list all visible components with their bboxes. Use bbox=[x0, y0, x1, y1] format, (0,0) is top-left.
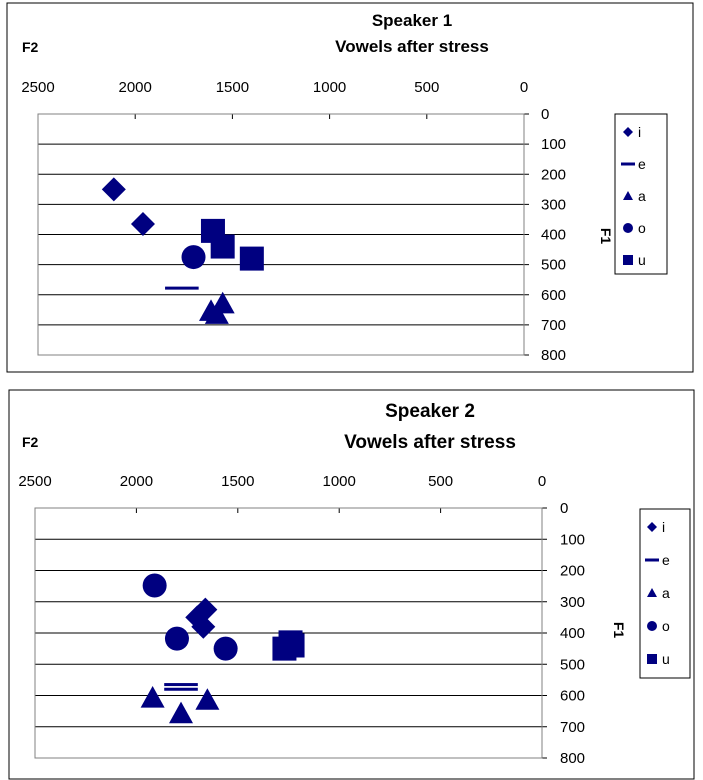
legend-marker-e bbox=[621, 162, 635, 166]
legend-marker-a bbox=[647, 588, 657, 597]
point-i bbox=[130, 211, 155, 236]
x-tick-label: 0 bbox=[538, 473, 546, 490]
chart-subtitle: Vowels after stress bbox=[344, 432, 516, 453]
legend-label-a: a bbox=[662, 585, 670, 601]
data-points bbox=[140, 573, 305, 724]
y-tick-label: 100 bbox=[560, 531, 585, 548]
legend-marker-o bbox=[647, 621, 657, 631]
x-tick-label: 2000 bbox=[120, 473, 153, 490]
y-tick-label: 400 bbox=[541, 227, 566, 244]
y-tick-label: 700 bbox=[560, 719, 585, 736]
x-tick-label: 500 bbox=[414, 79, 439, 96]
x-tick-labels: 2500 2000 1500 1000 500 0 bbox=[21, 79, 528, 96]
y-tick-label: 200 bbox=[541, 166, 566, 183]
x-tick-label: 1000 bbox=[313, 79, 346, 96]
point-a bbox=[204, 302, 229, 324]
y-tick-label: 200 bbox=[560, 563, 585, 580]
y-tick-label: 500 bbox=[560, 656, 585, 673]
point-o bbox=[181, 245, 206, 270]
legend-marker-o bbox=[623, 223, 633, 233]
point-e bbox=[165, 286, 199, 290]
chart-title: Speaker 1 bbox=[372, 11, 452, 30]
y-tick-label: 800 bbox=[541, 347, 566, 364]
x-tick-label: 2500 bbox=[18, 473, 51, 490]
x-tick-label: 1500 bbox=[216, 79, 249, 96]
point-i bbox=[101, 177, 126, 202]
point-o bbox=[164, 626, 189, 651]
point-e bbox=[164, 683, 198, 687]
legend-marker-i bbox=[623, 127, 633, 137]
svg-text:F1: F1 bbox=[598, 228, 614, 245]
point-i bbox=[191, 614, 216, 639]
point-a bbox=[140, 686, 165, 708]
legend-label-e: e bbox=[662, 552, 670, 568]
point-u bbox=[210, 234, 235, 259]
legend-marker-u bbox=[647, 654, 657, 664]
x-tick-labels: 2500 2000 1500 1000 500 0 bbox=[18, 473, 546, 490]
point-e bbox=[164, 687, 198, 691]
x-tick-label: 2000 bbox=[119, 79, 152, 96]
y-tick-label: 600 bbox=[560, 688, 585, 705]
y-tick-label: 300 bbox=[541, 196, 566, 213]
y-tick-label: 400 bbox=[560, 625, 585, 642]
legend-label-u: u bbox=[638, 252, 646, 268]
plot-area bbox=[34, 507, 543, 759]
x-axis-label: F2 bbox=[22, 434, 39, 450]
y-tick-label: 0 bbox=[541, 106, 549, 123]
x-axis-label: F2 bbox=[22, 39, 39, 55]
y-tick-label: 600 bbox=[541, 287, 566, 304]
y-tick-labels: 0 100 200 300 400 500 600 700 800 bbox=[560, 500, 585, 767]
legend: i e a o u bbox=[639, 508, 691, 679]
x-tick-label: 0 bbox=[520, 79, 528, 96]
y-tick-label: 0 bbox=[560, 500, 568, 517]
speaker-2-chart: Speaker 2 Vowels after stress F2 F1 2500… bbox=[8, 389, 695, 780]
y-tick-labels: 0 100 200 300 400 500 600 700 800 bbox=[541, 106, 566, 364]
chart-subtitle: Vowels after stress bbox=[335, 37, 489, 56]
legend-marker-u bbox=[623, 255, 633, 265]
legend-frame bbox=[614, 113, 668, 275]
y-tick-label: 800 bbox=[560, 750, 585, 767]
legend-label-e: e bbox=[638, 156, 646, 172]
speaker-1-chart: Speaker 1 Vowels after stress F2 F1 2500… bbox=[6, 2, 694, 373]
legend-label-u: u bbox=[662, 651, 670, 667]
x-tick-label: 2500 bbox=[21, 79, 54, 96]
gridlines bbox=[37, 113, 529, 356]
point-u bbox=[272, 636, 297, 661]
y-tick-label: 300 bbox=[560, 594, 585, 611]
legend-label-a: a bbox=[638, 188, 646, 204]
x-tick-label: 1500 bbox=[221, 473, 254, 490]
chart-area-frame bbox=[8, 389, 695, 780]
y-axis-label: F1 bbox=[611, 622, 627, 639]
point-a bbox=[169, 701, 194, 724]
y-tick-label: 500 bbox=[541, 257, 566, 274]
legend-label-i: i bbox=[662, 519, 665, 535]
chart-title: Speaker 2 bbox=[385, 401, 475, 422]
point-u bbox=[239, 246, 264, 271]
legend-label-o: o bbox=[638, 220, 646, 236]
point-o bbox=[213, 636, 238, 661]
plot-area bbox=[37, 113, 525, 356]
x-tick-label: 1000 bbox=[323, 473, 356, 490]
point-a bbox=[195, 688, 220, 710]
y-axis-label: F1 bbox=[598, 228, 614, 245]
point-o bbox=[142, 573, 167, 598]
legend-label-o: o bbox=[662, 618, 670, 634]
legend-frame bbox=[639, 508, 691, 679]
x-tick-label: 500 bbox=[428, 473, 453, 490]
legend-marker-i bbox=[647, 522, 657, 532]
y-tick-label: 100 bbox=[541, 136, 566, 153]
svg-text:F1: F1 bbox=[611, 622, 627, 639]
gridlines bbox=[34, 507, 547, 759]
data-points bbox=[101, 177, 264, 324]
legend-marker-e bbox=[645, 558, 659, 562]
y-tick-label: 700 bbox=[541, 317, 566, 334]
legend-label-i: i bbox=[638, 124, 641, 140]
legend-marker-a bbox=[623, 191, 633, 200]
